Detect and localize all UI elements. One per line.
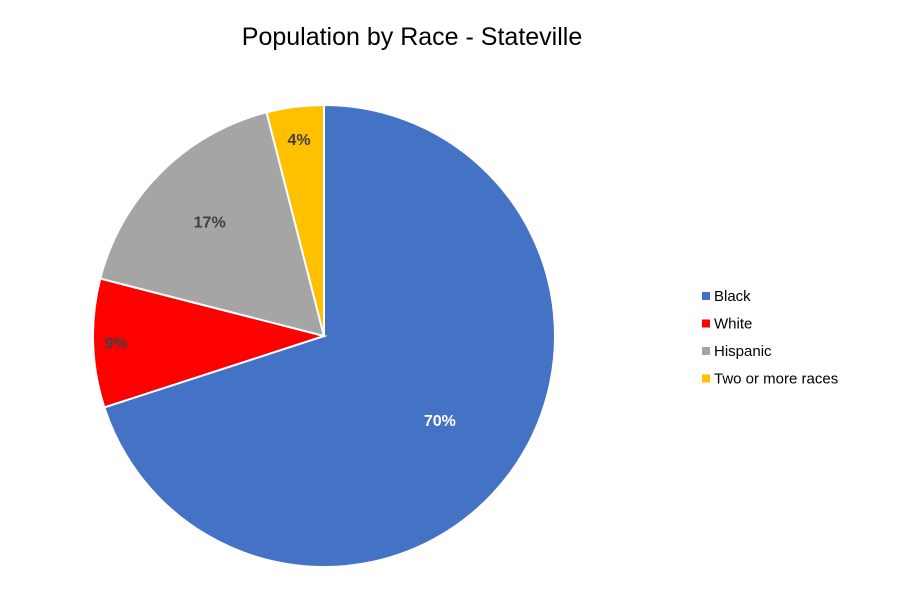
slice-white	[92, 277, 328, 409]
slice-hispanic	[99, 111, 326, 338]
legend-swatch-hispanic	[702, 347, 710, 355]
data-label-hispanic: 17%	[194, 215, 226, 232]
chart-title: Population by Race - Stateville	[242, 23, 582, 51]
legend-swatch-black	[702, 292, 710, 300]
legend-label-hispanic: Hispanic	[714, 343, 772, 360]
data-labels: 70% 9% 17% 4%	[105, 132, 456, 430]
data-label-white: 9%	[105, 336, 128, 353]
legend-item-black: Black	[702, 288, 751, 305]
legend: Black White Hispanic Two or more races	[702, 288, 838, 388]
legend-item-two-or-more-races: Two or more races	[702, 371, 838, 388]
legend-label-two-or-more-races: Two or more races	[714, 371, 838, 388]
data-label-two-or-more-races: 4%	[288, 132, 311, 149]
data-label-black: 70%	[424, 413, 456, 430]
legend-item-hispanic: Hispanic	[702, 343, 772, 360]
legend-swatch-two-or-more-races	[702, 374, 710, 383]
legend-label-white: White	[714, 316, 752, 333]
legend-label-black: Black	[714, 288, 751, 305]
slice-black	[103, 103, 556, 568]
slice-two-or-more-races	[265, 103, 325, 337]
pie-slices	[92, 103, 556, 568]
legend-item-white: White	[702, 316, 752, 333]
legend-swatch-white	[702, 319, 710, 328]
